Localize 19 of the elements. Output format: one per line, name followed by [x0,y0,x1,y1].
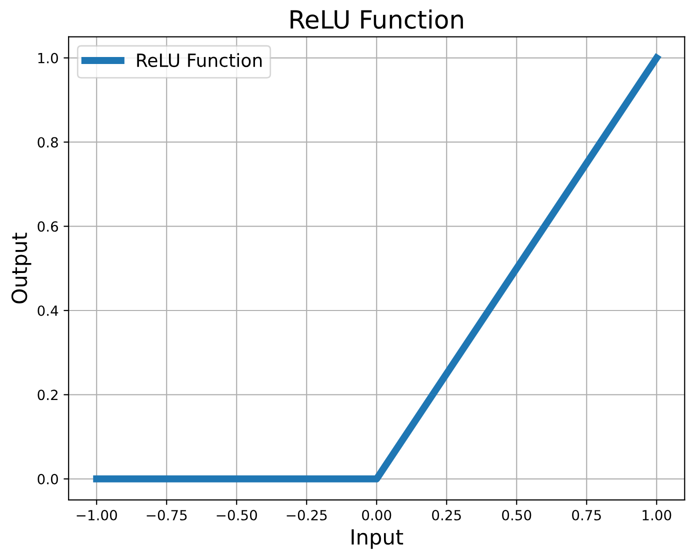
x-tick-label: −0.75 [146,510,187,520]
y-axis-title: Output [11,232,32,304]
x-tick-label: 0.50 [502,510,532,520]
y-tick-label: 0.8 [38,137,58,148]
x-tick-label: 0.00 [362,510,392,520]
y-tick-label: 0.4 [38,305,58,316]
x-tick-label: −0.25 [286,510,327,520]
x-tick-label: −1.00 [76,510,117,520]
x-tick-label: −0.50 [216,510,257,520]
legend-label: ReLU Function [137,53,262,68]
chart-title: ReLU Function [290,10,463,29]
x-tick-label: 0.25 [432,510,461,520]
x-tick-label: 0.75 [572,510,601,520]
y-tick-label: 0.2 [38,390,58,400]
y-tick-label: 0.6 [38,221,58,232]
x-axis-title: Input [352,529,404,549]
x-tick-label: 1.00 [642,510,672,520]
y-tick-label: 0.0 [38,474,58,484]
y-tick-label: 1.0 [38,52,58,64]
